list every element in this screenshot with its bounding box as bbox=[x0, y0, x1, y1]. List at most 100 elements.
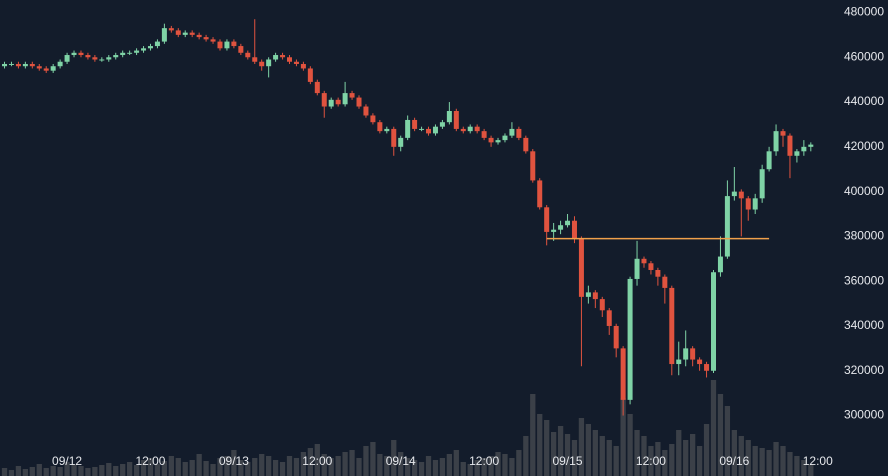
volume-bar bbox=[272, 460, 279, 476]
volume-bar bbox=[801, 460, 807, 476]
candle-body bbox=[370, 115, 376, 123]
candle-body bbox=[217, 41, 223, 49]
candle-body bbox=[182, 32, 188, 35]
candle-body bbox=[412, 119, 418, 129]
volume-bar bbox=[585, 424, 592, 476]
volume-bar bbox=[126, 462, 133, 476]
volume-bar bbox=[599, 436, 605, 476]
volume-bar bbox=[29, 467, 35, 476]
candle-body bbox=[266, 59, 272, 67]
volume-bar bbox=[683, 440, 689, 476]
candle-body bbox=[537, 180, 543, 208]
candle-body bbox=[578, 238, 584, 297]
candle-body bbox=[64, 55, 70, 62]
x-tick-label: 12:00 bbox=[302, 454, 332, 468]
candle-body bbox=[419, 128, 425, 130]
y-tick-label: 340000 bbox=[844, 318, 884, 332]
candle-body bbox=[328, 99, 334, 107]
volume-bar bbox=[530, 394, 536, 476]
x-tick-label: 12:00 bbox=[636, 454, 666, 468]
volume-bar bbox=[418, 462, 425, 476]
volume-bar bbox=[36, 464, 42, 476]
volume-bar bbox=[509, 458, 515, 476]
volume-bar bbox=[64, 462, 70, 476]
volume-bar bbox=[175, 458, 181, 476]
volume-bar bbox=[620, 398, 626, 476]
volume-bar bbox=[300, 452, 307, 476]
y-tick-label: 460000 bbox=[844, 49, 884, 63]
volume-bar bbox=[57, 467, 63, 476]
volume-bar bbox=[703, 424, 710, 476]
volume-bar bbox=[578, 418, 585, 476]
volume-bar bbox=[266, 456, 272, 476]
volume-bar bbox=[453, 450, 459, 476]
candle-body bbox=[314, 81, 320, 94]
x-tick-label: 09/16 bbox=[719, 454, 749, 468]
candle-body bbox=[8, 63, 14, 65]
volume-bar bbox=[634, 430, 640, 476]
volume-bar bbox=[22, 469, 29, 476]
candle-body bbox=[391, 128, 397, 147]
volume-bar bbox=[669, 444, 675, 476]
volume-bar bbox=[203, 461, 209, 476]
candle-body bbox=[231, 41, 237, 47]
volume-bar bbox=[425, 456, 432, 476]
candle-body bbox=[356, 97, 362, 107]
volume-bar bbox=[808, 464, 814, 476]
volume-bar bbox=[557, 426, 564, 476]
volume-bar bbox=[411, 460, 418, 476]
candle-body bbox=[43, 68, 49, 71]
volume-bar bbox=[363, 446, 369, 476]
y-tick-label: 420000 bbox=[844, 139, 884, 153]
volume-bar bbox=[752, 446, 758, 476]
volume-bar bbox=[78, 466, 84, 476]
volume-bar bbox=[544, 420, 550, 476]
volume-bar bbox=[106, 463, 112, 476]
volume-bar bbox=[481, 458, 487, 476]
volume-bar bbox=[252, 458, 258, 476]
volume-bar bbox=[50, 466, 56, 476]
candle-body bbox=[474, 126, 480, 132]
x-tick-label: 12:00 bbox=[803, 454, 833, 468]
volume-bar bbox=[759, 448, 765, 476]
volume-bar bbox=[189, 460, 195, 476]
volume-bar bbox=[676, 430, 682, 476]
volume-bar bbox=[238, 460, 244, 476]
candle-body bbox=[717, 256, 723, 273]
volume-bar bbox=[377, 454, 383, 476]
candle-body bbox=[599, 299, 605, 311]
candle-body bbox=[759, 169, 765, 199]
volume-bar bbox=[231, 450, 237, 476]
candle-body bbox=[544, 207, 550, 232]
candle-body bbox=[752, 198, 758, 210]
volume-bar bbox=[398, 452, 404, 476]
volume-bar bbox=[168, 456, 174, 476]
candle-body bbox=[669, 287, 675, 365]
volume-bar bbox=[182, 462, 188, 476]
candle-body bbox=[203, 37, 209, 40]
candle-body bbox=[363, 106, 369, 116]
volume-bar bbox=[794, 456, 800, 476]
volume-bar bbox=[342, 452, 348, 476]
candle-body bbox=[307, 68, 313, 82]
volume-bar bbox=[537, 414, 543, 476]
volume-bar bbox=[99, 465, 105, 476]
volume-bar bbox=[488, 456, 494, 476]
volume-bar bbox=[648, 446, 654, 476]
x-tick-label: 12:00 bbox=[469, 454, 499, 468]
volume-bar bbox=[259, 454, 265, 476]
volume-bar bbox=[71, 464, 77, 476]
volume-bar bbox=[15, 466, 22, 476]
candle-body bbox=[78, 52, 84, 56]
volume-bar bbox=[293, 458, 300, 476]
candle-body bbox=[224, 41, 230, 49]
candle-body bbox=[481, 131, 487, 138]
volume-bar bbox=[356, 458, 362, 476]
candle-body bbox=[245, 52, 251, 58]
volume-bar bbox=[787, 452, 793, 476]
candle-body bbox=[154, 41, 160, 47]
candle-body bbox=[405, 119, 411, 138]
volume-bar bbox=[502, 454, 508, 476]
